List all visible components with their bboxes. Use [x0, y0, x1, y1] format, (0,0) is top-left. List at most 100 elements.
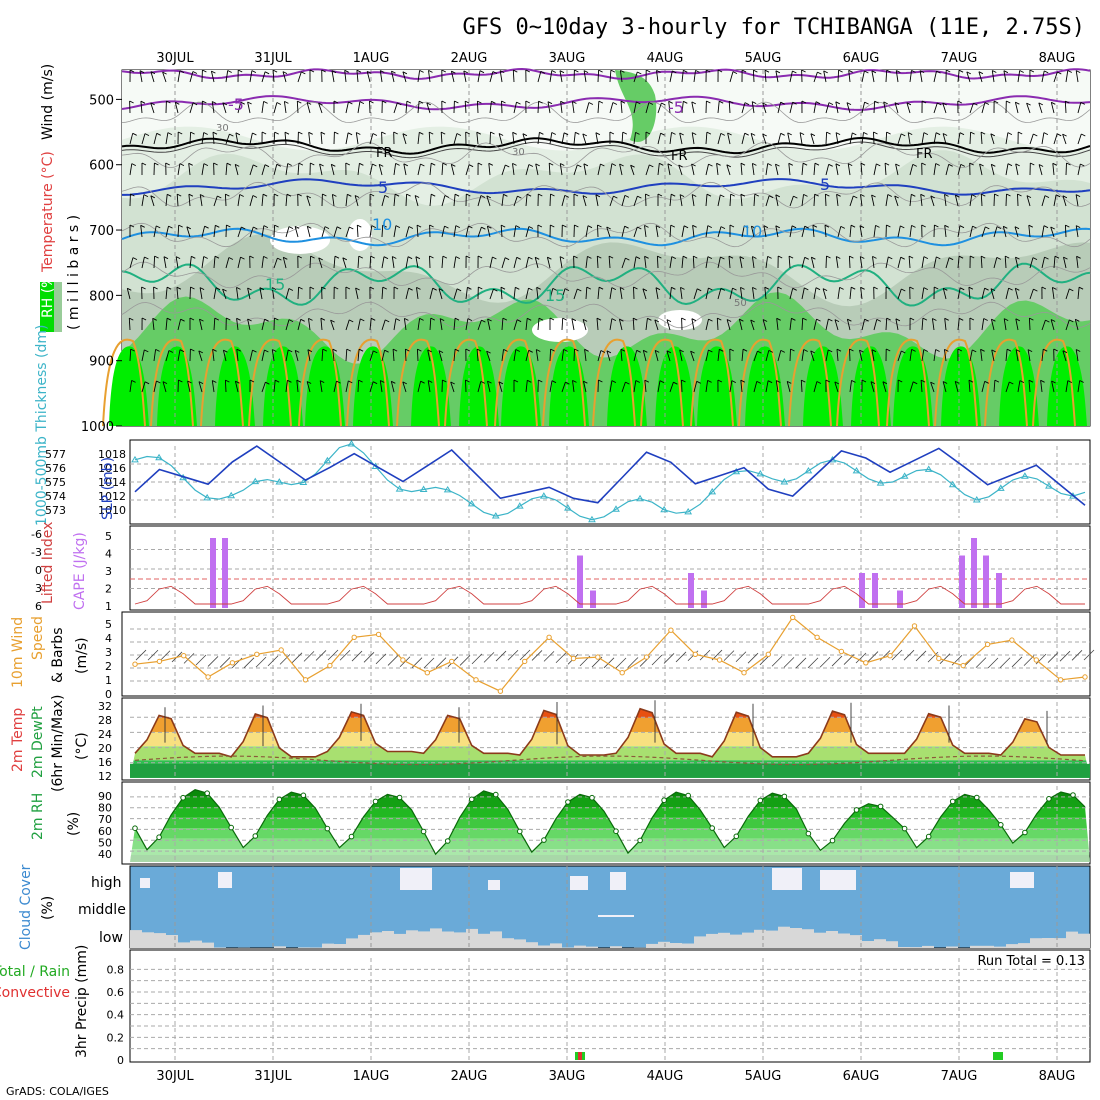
rh2m-marker [661, 797, 667, 804]
wind10-barb [303, 651, 315, 662]
wind-barb [165, 225, 169, 238]
wind-barb [402, 133, 407, 145]
wind10-marker [497, 688, 504, 694]
wind-barb [801, 318, 804, 331]
wind-barb [1062, 133, 1067, 145]
precip-axis-label: 3hr Precip (mm) [74, 945, 90, 1058]
wind-barb [679, 349, 683, 362]
cloud-low-block [886, 941, 898, 948]
wind-barb [957, 287, 961, 300]
wind-barb-flag [486, 350, 491, 354]
wind-barb [247, 318, 251, 331]
wind-barb-flag [909, 286, 914, 290]
wind-barb [895, 70, 899, 83]
rh2m-band [130, 838, 1090, 850]
cloud-unit: (%) [40, 896, 56, 920]
rh2m-marker [204, 790, 210, 797]
wind-barb [165, 194, 168, 207]
rh-clear [532, 318, 588, 342]
wind-barb [810, 257, 815, 269]
wind-barb-flag [930, 381, 935, 385]
cloud-axis-label: Cloud Cover [18, 864, 34, 950]
wind-barb-flag [659, 162, 664, 166]
wind-barb-flag [286, 193, 292, 197]
wind-barb-flag [199, 194, 205, 197]
wind-barb-flag [692, 224, 697, 228]
wind-barb [1028, 318, 1031, 331]
wind-barb [549, 193, 551, 207]
wind-barb-flag [683, 225, 689, 229]
wind-barb [908, 256, 911, 269]
wind-barb [1005, 287, 1010, 300]
wind-barb-flag [1015, 101, 1020, 105]
wind-barb-flag [263, 100, 268, 104]
wind-barb-flag [1045, 319, 1050, 323]
wind-barb [991, 70, 995, 83]
wind-barb-flag [587, 255, 592, 259]
wind-barb-flag [822, 288, 828, 292]
wind-barb [582, 195, 587, 207]
wind-barb [330, 164, 335, 176]
wind-barb-flag [492, 256, 497, 260]
wind-barb [765, 163, 769, 176]
wind-barb [392, 349, 395, 362]
wind-barb-flag [788, 162, 794, 166]
wind-barb [549, 132, 553, 145]
wind-barb [546, 257, 551, 269]
wind-barb-flag [264, 164, 270, 168]
wind-barb [978, 71, 983, 83]
wind-barb [834, 319, 839, 331]
wind-barb-flag [416, 286, 421, 290]
tick-label: 80 [98, 802, 112, 815]
wind-barb-flag [525, 100, 531, 104]
wind-barb-flag [180, 318, 185, 322]
wind-barb-flag [897, 379, 903, 383]
wind-barb-flag [264, 349, 269, 353]
wind-barb-flag [958, 255, 964, 259]
wind-barb [957, 70, 960, 83]
wind-barb-flag [1033, 288, 1038, 292]
wind-barb-flag [190, 286, 195, 290]
wind-barb-flag [885, 286, 891, 290]
wind-barb-flag [189, 317, 195, 321]
wind-barb-flag [990, 288, 996, 292]
wind-barb [644, 225, 647, 238]
wind-barb-flag [143, 194, 149, 198]
cloud-low-block [478, 933, 490, 948]
wind-barb-flag [679, 194, 685, 198]
wind-barb-flag [671, 286, 676, 290]
wind-barb [909, 225, 912, 238]
wind-barb [1053, 194, 1057, 207]
wind-barb [621, 132, 624, 145]
wind-barb [189, 71, 194, 83]
wind-barb [1004, 256, 1007, 269]
wind-barb-flag [574, 348, 579, 352]
wind-barb-flag [942, 102, 947, 106]
rh2m-marker [565, 799, 571, 805]
wind-barb-flag [756, 380, 762, 384]
wind-barb [213, 318, 216, 331]
contour-label-minus5: -5 [228, 95, 244, 114]
wind-barb [717, 194, 721, 207]
wind-barb-flag [984, 380, 989, 384]
contour-20 [494, 338, 538, 427]
rh2m-marker [685, 792, 692, 799]
wind-barb-flag [894, 195, 899, 199]
wind-barb-flag [851, 379, 856, 383]
wind-barb [571, 318, 575, 331]
wind-barb-flag [750, 132, 756, 136]
wind-barb [609, 318, 613, 331]
wind-barb [393, 194, 396, 207]
wind-barb [428, 70, 431, 83]
wind-barb [225, 133, 230, 145]
wind-barb-flag [498, 381, 504, 385]
wind-barb-flag [178, 379, 183, 383]
wind-barb [654, 350, 659, 362]
wind-barb-flag [456, 133, 462, 136]
wind-barb [1017, 193, 1019, 207]
wind-barb [801, 194, 804, 207]
wind-barb [429, 194, 432, 207]
wind-barb-flag [744, 102, 750, 106]
wind-barb [1053, 71, 1058, 83]
